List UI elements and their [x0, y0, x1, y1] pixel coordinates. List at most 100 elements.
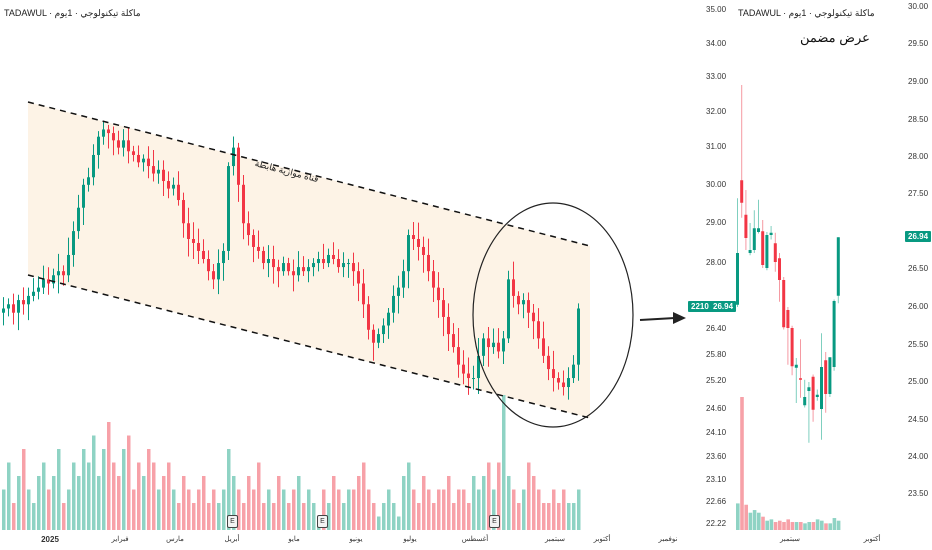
candle[interactable] — [836, 237, 840, 296]
candle[interactable] — [532, 312, 535, 322]
candle[interactable] — [807, 387, 811, 391]
candle[interactable] — [577, 308, 580, 365]
earnings-marker[interactable]: E — [317, 515, 328, 528]
candle[interactable] — [37, 287, 40, 292]
candle[interactable] — [197, 242, 200, 251]
candle[interactable] — [212, 271, 215, 280]
candle[interactable] — [512, 279, 515, 296]
candle[interactable] — [107, 129, 110, 134]
candle[interactable] — [112, 133, 115, 141]
candle[interactable] — [402, 271, 405, 288]
candle[interactable] — [552, 369, 555, 379]
candle[interactable] — [462, 364, 465, 374]
candle[interactable] — [537, 321, 540, 339]
candle[interactable] — [67, 254, 70, 276]
candle[interactable] — [182, 200, 185, 224]
candle[interactable] — [127, 140, 130, 152]
candle[interactable] — [302, 267, 305, 272]
candle[interactable] — [765, 235, 769, 268]
candle[interactable] — [162, 169, 165, 182]
candle[interactable] — [272, 259, 275, 268]
candle[interactable] — [27, 295, 30, 305]
candle[interactable] — [157, 169, 160, 174]
candle[interactable] — [828, 357, 832, 394]
candle[interactable] — [122, 140, 125, 148]
candle[interactable] — [562, 382, 565, 388]
candle[interactable] — [820, 367, 823, 409]
candle[interactable] — [392, 295, 395, 313]
candle[interactable] — [482, 338, 485, 356]
candle[interactable] — [427, 254, 430, 272]
candle[interactable] — [794, 364, 798, 368]
candle[interactable] — [102, 129, 105, 137]
candle[interactable] — [442, 300, 445, 317]
candle[interactable] — [542, 338, 545, 356]
candle[interactable] — [332, 254, 335, 260]
candle[interactable] — [267, 259, 270, 264]
candle[interactable] — [147, 158, 150, 167]
candle[interactable] — [207, 259, 210, 272]
candle[interactable] — [252, 235, 255, 247]
candle[interactable] — [312, 263, 315, 268]
candle[interactable] — [557, 378, 560, 383]
candle[interactable] — [327, 254, 330, 264]
candle[interactable] — [257, 246, 260, 251]
candle[interactable] — [227, 166, 230, 251]
candle[interactable] — [744, 214, 748, 238]
candle[interactable] — [487, 338, 490, 348]
candle[interactable] — [497, 342, 500, 352]
candle[interactable] — [87, 177, 90, 185]
candle[interactable] — [307, 267, 310, 272]
candle[interactable] — [247, 223, 250, 236]
candle[interactable] — [748, 250, 752, 253]
candle[interactable] — [372, 329, 375, 343]
candle[interactable] — [387, 312, 390, 326]
candle[interactable] — [567, 378, 570, 388]
earnings-marker[interactable]: E — [227, 515, 238, 528]
candle[interactable] — [152, 166, 155, 174]
candle[interactable] — [57, 271, 60, 276]
candle[interactable] — [527, 300, 530, 313]
candle[interactable] — [352, 263, 355, 272]
candle[interactable] — [507, 279, 510, 339]
candle[interactable] — [815, 394, 819, 397]
candle[interactable] — [32, 291, 35, 296]
candle[interactable] — [790, 328, 794, 367]
candle[interactable] — [357, 271, 360, 284]
candle[interactable] — [237, 147, 240, 185]
candle[interactable] — [761, 231, 765, 265]
candle[interactable] — [7, 304, 10, 309]
candle[interactable] — [362, 283, 365, 305]
candle[interactable] — [547, 355, 550, 370]
candle[interactable] — [322, 259, 325, 264]
candle[interactable] — [811, 376, 815, 410]
candle[interactable] — [72, 231, 75, 255]
candle[interactable] — [292, 271, 295, 276]
candle[interactable] — [803, 397, 807, 406]
candle[interactable] — [337, 259, 340, 268]
candle[interactable] — [517, 295, 520, 305]
candle[interactable] — [347, 263, 350, 265]
candle[interactable] — [467, 373, 470, 379]
candle[interactable] — [202, 250, 205, 260]
candle[interactable] — [317, 259, 320, 264]
candle[interactable] — [142, 158, 145, 163]
candle[interactable] — [786, 310, 790, 328]
candle[interactable] — [377, 334, 380, 343]
candle[interactable] — [472, 378, 475, 380]
candle[interactable] — [177, 184, 180, 201]
candle[interactable] — [282, 263, 285, 272]
candle[interactable] — [778, 258, 781, 280]
candle[interactable] — [382, 325, 385, 335]
candle[interactable] — [132, 151, 135, 155]
candle[interactable] — [2, 308, 5, 313]
candle[interactable] — [457, 347, 460, 365]
candle[interactable] — [752, 228, 756, 250]
candle[interactable] — [62, 271, 65, 276]
candle[interactable] — [799, 378, 802, 380]
candle[interactable] — [342, 263, 345, 268]
candle[interactable] — [47, 279, 50, 284]
candle[interactable] — [492, 342, 495, 348]
candle[interactable] — [92, 154, 95, 178]
